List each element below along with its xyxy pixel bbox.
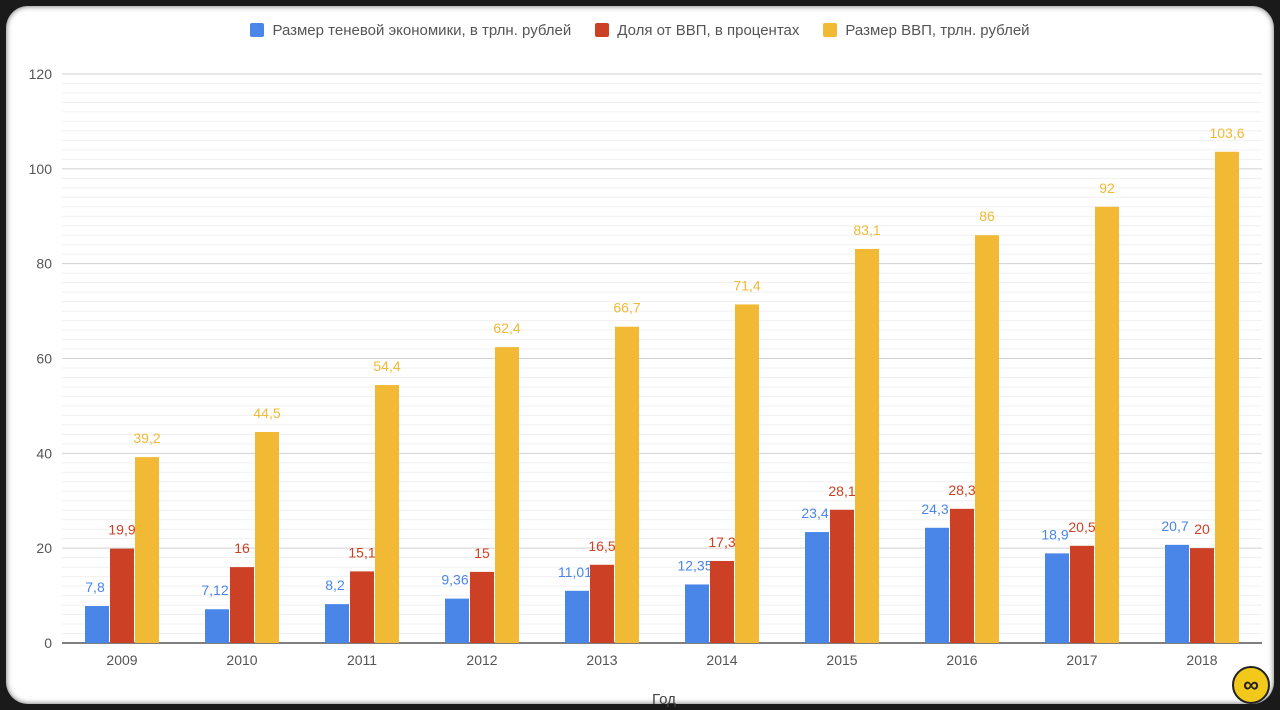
bar xyxy=(255,431,279,643)
infinity-logo-icon: ∞ xyxy=(1232,666,1270,704)
data-label: 24,3 xyxy=(921,501,948,517)
x-tick-label: 2015 xyxy=(826,652,857,668)
x-tick-label: 2013 xyxy=(586,652,617,668)
data-label: 20,7 xyxy=(1161,518,1188,534)
legend-item-shadow-economy: Размер теневой экономики, в трлн. рублей xyxy=(250,18,571,42)
data-label: 71,4 xyxy=(733,277,760,293)
data-label: 16,5 xyxy=(588,538,615,554)
data-label: 39,2 xyxy=(133,430,160,446)
x-tick-label: 2016 xyxy=(946,652,977,668)
data-label: 44,5 xyxy=(253,405,280,421)
bar xyxy=(565,590,589,643)
legend: Размер теневой экономики, в трлн. рублей… xyxy=(0,18,1280,42)
legend-swatch-gdp-share xyxy=(595,23,610,37)
y-tick-label: 20 xyxy=(36,540,52,556)
data-label: 66,7 xyxy=(613,300,640,316)
bar xyxy=(830,509,854,643)
legend-swatch-gdp-size xyxy=(823,23,838,37)
bar xyxy=(495,347,519,643)
bar xyxy=(590,564,614,643)
data-label: 23,4 xyxy=(801,505,828,521)
y-tick-label: 0 xyxy=(44,635,52,651)
bar xyxy=(135,457,159,643)
data-label: 54,4 xyxy=(373,358,400,374)
data-label: 7,12 xyxy=(201,582,228,598)
data-label: 86 xyxy=(979,208,995,224)
x-tick-label: 2009 xyxy=(106,652,137,668)
data-label: 28,3 xyxy=(948,482,975,498)
bar xyxy=(615,326,639,643)
x-tick-label: 2011 xyxy=(347,652,377,668)
data-label: 7,8 xyxy=(85,579,105,595)
legend-item-gdp-share: Доля от ВВП, в процентах xyxy=(595,18,799,42)
data-label: 62,4 xyxy=(493,320,520,336)
data-label: 11,01 xyxy=(558,564,592,580)
bar xyxy=(975,235,999,643)
data-label: 28,1 xyxy=(828,483,855,499)
bar xyxy=(805,532,829,643)
data-label: 15 xyxy=(474,545,490,561)
bar xyxy=(85,606,109,643)
bar xyxy=(1070,545,1094,643)
data-label: 17,3 xyxy=(708,534,735,550)
bar xyxy=(1190,548,1214,643)
bar xyxy=(1045,553,1069,643)
data-label: 18,9 xyxy=(1041,526,1068,542)
legend-label-shadow-economy: Размер теневой экономики, в трлн. рублей xyxy=(272,21,572,39)
data-label: 92 xyxy=(1099,180,1115,196)
x-tick-label: 2014 xyxy=(706,652,737,668)
bar xyxy=(710,560,734,643)
y-tick-label: 40 xyxy=(36,445,52,461)
data-label: 9,36 xyxy=(441,572,468,588)
data-label: 15,1 xyxy=(348,544,375,560)
bar xyxy=(470,571,494,643)
data-label: 19,9 xyxy=(108,522,135,538)
y-tick-label: 60 xyxy=(36,351,52,367)
data-label: 83,1 xyxy=(853,222,880,238)
x-tick-label: 2010 xyxy=(226,652,257,668)
data-label: 8,2 xyxy=(325,577,345,593)
y-tick-label: 120 xyxy=(29,66,53,82)
bar xyxy=(325,604,349,643)
bar xyxy=(1165,544,1189,643)
data-label: 20 xyxy=(1194,521,1210,537)
bar xyxy=(685,584,709,643)
y-tick-label: 100 xyxy=(29,161,53,177)
bar xyxy=(735,304,759,643)
bar xyxy=(1095,206,1119,643)
y-tick-label: 80 xyxy=(36,256,52,272)
legend-swatch-shadow-economy xyxy=(250,23,265,37)
legend-label-gdp-size: Размер ВВП, трлн. рублей xyxy=(845,21,1030,39)
legend-item-gdp-size: Размер ВВП, трлн. рублей xyxy=(823,18,1030,42)
bar xyxy=(950,508,974,643)
bar xyxy=(445,598,469,643)
x-tick-label: 2017 xyxy=(1066,652,1097,668)
data-label: 12,35 xyxy=(677,557,712,573)
legend-label-gdp-share: Доля от ВВП, в процентах xyxy=(617,21,800,39)
x-tick-label: 2018 xyxy=(1186,652,1217,668)
bar xyxy=(350,571,374,643)
x-tick-label: 2012 xyxy=(466,652,497,668)
bar xyxy=(205,609,229,643)
data-label: 20,5 xyxy=(1068,519,1095,535)
bar xyxy=(375,385,399,643)
bar xyxy=(230,567,254,643)
data-label: 16 xyxy=(234,540,250,556)
bar xyxy=(925,527,949,643)
bar xyxy=(110,548,134,643)
bar xyxy=(1215,151,1239,643)
data-label: 103,6 xyxy=(1209,125,1244,141)
bar xyxy=(855,248,879,643)
x-axis-label: Год xyxy=(652,691,676,708)
